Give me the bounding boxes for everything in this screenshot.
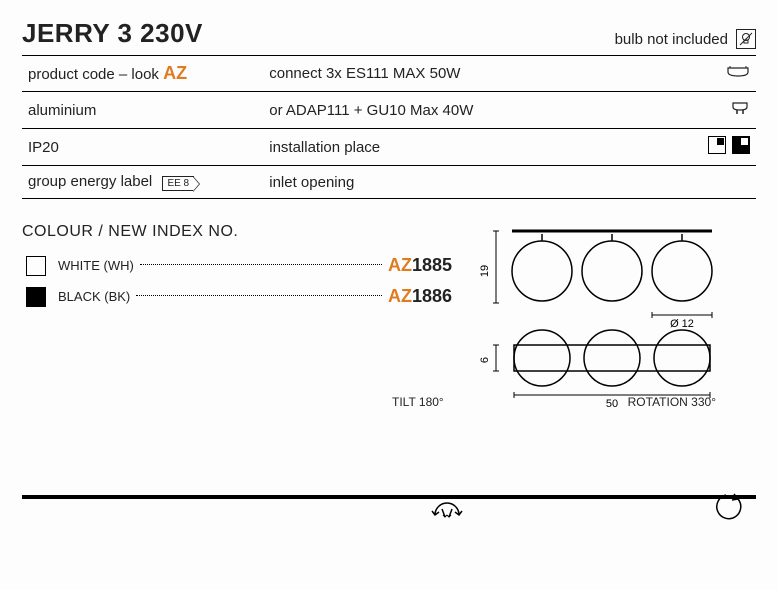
colour-row: WHITE (WH) AZ1885 bbox=[22, 255, 452, 276]
motion-line bbox=[22, 495, 756, 499]
bulb-note: bulb not included bbox=[615, 29, 756, 49]
colour-title: COLOUR / NEW INDEX NO. bbox=[22, 223, 452, 241]
spec-row: group energy label EE 8 inlet opening bbox=[22, 166, 756, 199]
spec-value: or ADAP111 + GU10 Max 40W bbox=[263, 92, 674, 129]
bulb-note-text: bulb not included bbox=[615, 31, 728, 48]
spec-value: connect 3x ES111 MAX 50W bbox=[263, 56, 674, 92]
rotation-label: ROTATION 330° bbox=[628, 395, 716, 409]
dim-dia: Ø 12 bbox=[670, 318, 694, 330]
dim-depth: 6 bbox=[479, 357, 491, 363]
motion-labels: TILT 180° ROTATION 330° bbox=[22, 413, 756, 453]
spec-value: installation place bbox=[263, 129, 674, 166]
swatch-black bbox=[26, 287, 46, 307]
es111-icon bbox=[726, 64, 750, 84]
spec-row: aluminium or ADAP111 + GU10 Max 40W bbox=[22, 92, 756, 129]
spec-row: IP20 installation place bbox=[22, 129, 756, 166]
spec-label: aluminium bbox=[22, 92, 263, 129]
no-bulb-icon bbox=[736, 29, 756, 49]
colour-row: BLACK (BK) AZ1886 bbox=[22, 286, 452, 307]
spec-label: IP20 bbox=[22, 129, 263, 166]
tilt-label: TILT 180° bbox=[392, 395, 444, 409]
dots bbox=[140, 264, 382, 265]
spec-label: product code – look bbox=[28, 66, 163, 83]
spec-icon-cell bbox=[674, 92, 756, 129]
spec-value: inlet opening bbox=[263, 166, 674, 199]
product-title: JERRY 3 230V bbox=[22, 18, 203, 49]
spec-label: group energy label bbox=[28, 173, 152, 190]
spec-row: product code – look AZ connect 3x ES111 … bbox=[22, 56, 756, 92]
colour-label: WHITE (WH) bbox=[58, 258, 134, 273]
gu10-icon bbox=[730, 99, 750, 121]
install-icons bbox=[708, 136, 750, 154]
colour-label: BLACK (BK) bbox=[58, 289, 130, 304]
install-icon-1 bbox=[708, 136, 726, 154]
colour-code: AZ1885 bbox=[388, 255, 452, 276]
rotation-icon bbox=[710, 491, 744, 526]
dim-width: 50 bbox=[606, 398, 618, 408]
title-row: JERRY 3 230V bulb not included bbox=[22, 18, 756, 56]
spec-icon-cell bbox=[674, 129, 756, 166]
ee-label-icon: EE 8 bbox=[162, 176, 194, 191]
install-icon-2 bbox=[732, 136, 750, 154]
az-highlight: AZ bbox=[163, 63, 187, 83]
colour-code: AZ1886 bbox=[388, 286, 452, 307]
colour-section: COLOUR / NEW INDEX NO. WHITE (WH) AZ1885… bbox=[22, 223, 756, 413]
swatch-white bbox=[26, 256, 46, 276]
tilt-icon bbox=[427, 497, 467, 530]
dimension-diagram: 19 Ø 12 6 50 bbox=[452, 223, 756, 413]
dim-height: 19 bbox=[479, 265, 491, 277]
dots bbox=[136, 295, 382, 296]
spec-table: product code – look AZ connect 3x ES111 … bbox=[22, 56, 756, 199]
spec-icon-cell bbox=[674, 56, 756, 92]
